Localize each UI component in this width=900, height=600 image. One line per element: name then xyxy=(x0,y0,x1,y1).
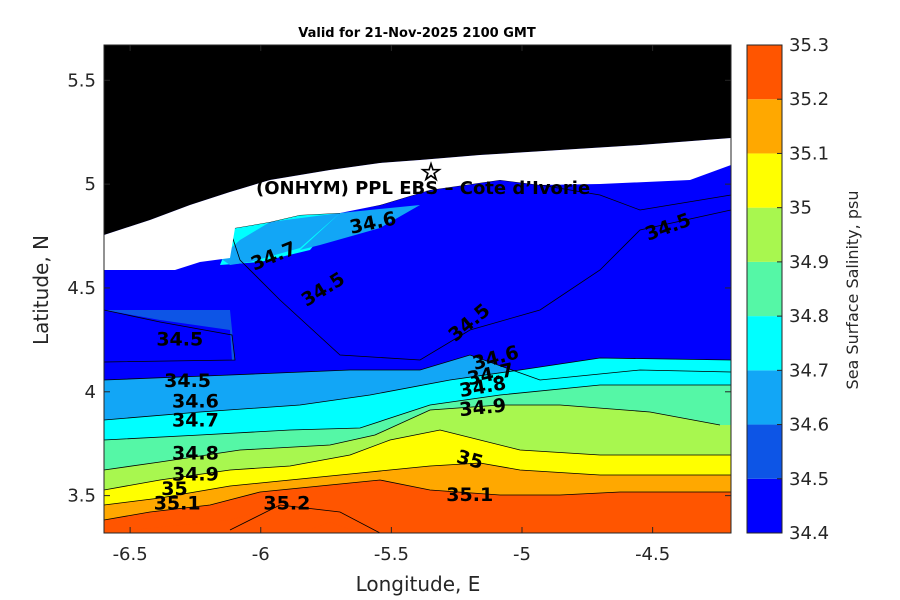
colorbar-frame xyxy=(746,44,783,534)
colorbar-tick-label: 35.3 xyxy=(789,35,829,56)
land-mask xyxy=(104,45,731,235)
colorbar-tick-label: 34.9 xyxy=(789,252,829,273)
y-axis: 3.5 4 4.5 5 5.5 xyxy=(67,70,731,507)
y-tick-label: 4.5 xyxy=(67,278,96,299)
contour-label: 35.1 xyxy=(446,484,493,506)
contour-line xyxy=(104,479,731,521)
colorbar-swatch xyxy=(747,153,782,208)
contour-line xyxy=(104,384,731,441)
contour-lines xyxy=(104,179,731,533)
contour-label: 34.5 xyxy=(156,328,203,350)
salinity-band xyxy=(300,205,420,250)
colorbar-tick-label: 34.6 xyxy=(789,415,829,436)
contour-line xyxy=(104,462,731,506)
colorbar-tick-label: 34.8 xyxy=(789,306,829,327)
contour-line xyxy=(104,404,721,471)
salinity-band xyxy=(104,505,380,533)
contour-line xyxy=(104,309,236,363)
contour-label: 34.6 xyxy=(172,391,219,413)
contour-label: 34.9 xyxy=(458,395,507,422)
colorbar: 34.4 34.5 34.6 34.7 34.8 34.9 35 35.1 35.2 35.3 xyxy=(746,35,829,544)
x-tick-label: -5 xyxy=(513,544,531,565)
y-axis-title: Latitude, N xyxy=(29,235,53,345)
contour-label: 34.9 xyxy=(172,463,219,485)
contour-line xyxy=(229,209,731,361)
x-axis-title: Longitude, E xyxy=(356,572,481,596)
contour-line xyxy=(229,504,381,533)
colorbar-swatch xyxy=(747,316,782,371)
contour-line xyxy=(104,354,731,381)
x-tick-label: -6 xyxy=(252,544,270,565)
y-tick-label: 4 xyxy=(85,382,96,403)
coastal-gap xyxy=(104,138,731,270)
salinity-band xyxy=(104,310,232,362)
colorbar-title: Sea Surface Salinity, psu xyxy=(843,191,862,390)
y-tick-label: 5.5 xyxy=(67,70,96,91)
colorbar-swatch xyxy=(747,45,782,100)
colorbar-tick-label: 34.7 xyxy=(789,360,829,381)
plot-area: 34.734.6 34.534.534.534.534.634.734.834.9… xyxy=(104,45,731,533)
plot-frame xyxy=(103,44,732,534)
y-tick-label: 5 xyxy=(85,174,96,195)
colorbar-tick-label: 35 xyxy=(789,198,812,219)
x-tick-label: -6.5 xyxy=(113,544,148,565)
colorbar-swatch xyxy=(747,424,782,479)
contour-labels: 34.734.6 34.534.534.534.534.634.734.834.9… xyxy=(154,207,694,514)
colorbar-tick-label: 34.5 xyxy=(789,469,829,490)
colorbar-swatch xyxy=(747,370,782,425)
x-tick-label: -4.5 xyxy=(635,544,670,565)
chart-title: Valid for 21-Nov-2025 2100 GMT xyxy=(298,26,536,41)
colorbar-swatch xyxy=(747,478,782,533)
colorbar-swatch xyxy=(747,207,782,262)
site-label: (ONHYM) PPL EBS – Cote d’Ivorie xyxy=(256,178,590,199)
colorbar-swatch xyxy=(747,99,782,154)
x-tick-label: -5.5 xyxy=(374,544,409,565)
contour-label: 34.7 xyxy=(172,409,219,431)
contour-line xyxy=(104,429,731,491)
contour-line xyxy=(104,357,731,421)
contour-label: 35.1 xyxy=(154,492,201,514)
contour-label: 34.5 xyxy=(164,370,211,392)
colorbar-swatch xyxy=(747,261,782,317)
salinity-band xyxy=(220,213,340,265)
colorbar-tick-label: 35.1 xyxy=(789,143,829,164)
contour-label: 34.8 xyxy=(172,443,219,465)
salinity-band xyxy=(104,522,360,533)
colorbar-tick-label: 34.4 xyxy=(789,523,829,544)
salinity-bands xyxy=(104,45,731,533)
colorbar-tick-label: 35.2 xyxy=(789,89,829,110)
contour-label: 35 xyxy=(161,478,187,500)
site-star-icon: ☆ xyxy=(420,158,442,186)
y-tick-label: 3.5 xyxy=(67,486,96,507)
x-axis: -6.5 -6 -5.5 -5 -4.5 xyxy=(113,45,670,565)
contour-label: 35.2 xyxy=(263,492,310,514)
